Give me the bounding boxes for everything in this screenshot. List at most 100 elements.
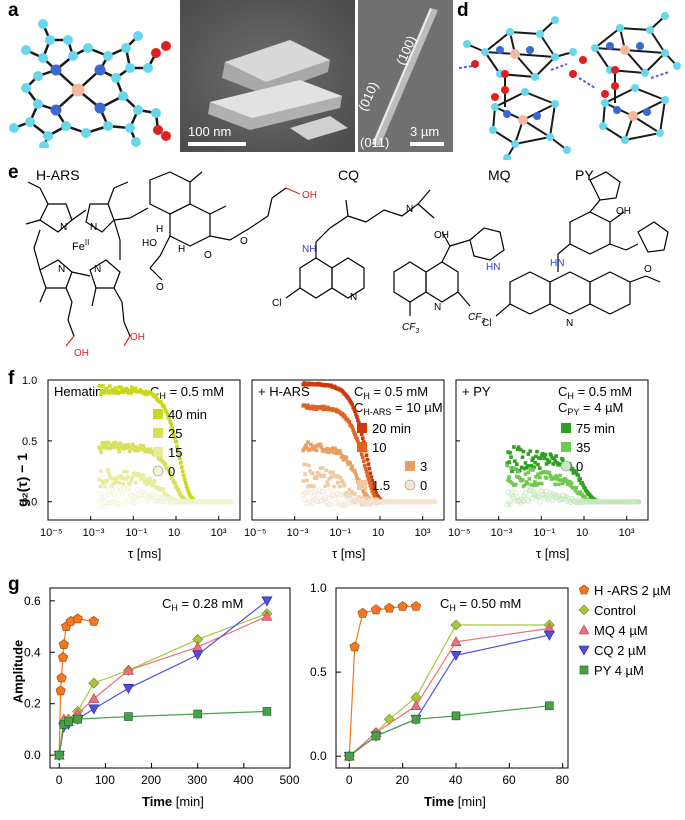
- data-point: [363, 466, 368, 471]
- data-point: [97, 477, 101, 482]
- data-point: [370, 604, 382, 615]
- data-point: [568, 483, 573, 488]
- data-point: [137, 389, 142, 394]
- legend-marker: [152, 465, 164, 477]
- data-point: [572, 485, 577, 490]
- series-0: [344, 601, 422, 761]
- data-point: [139, 477, 144, 481]
- facet-label-011: (011): [360, 135, 389, 150]
- data-point: [359, 452, 364, 457]
- data-point: [117, 385, 122, 389]
- data-point: [118, 390, 123, 394]
- data-point: [64, 717, 73, 727]
- data-point: [324, 449, 329, 454]
- atom-n-3: N: [58, 264, 65, 275]
- data-point: [138, 388, 143, 392]
- ytick-label: 1.0: [310, 581, 327, 595]
- data-point: [636, 499, 642, 505]
- data-point: [98, 503, 104, 510]
- data-point: [181, 473, 186, 478]
- data-point: [359, 432, 364, 436]
- data-point: [512, 445, 516, 449]
- data-point: [534, 474, 538, 479]
- data-point: [356, 418, 360, 422]
- xlabel: Time [min]: [424, 794, 486, 809]
- data-point: [161, 487, 166, 491]
- data-point: [527, 477, 532, 481]
- sem-b-scalebar-label: 100 nm: [188, 124, 231, 139]
- data-point: [119, 491, 125, 497]
- data-point: [510, 469, 514, 474]
- data-point: [102, 445, 106, 450]
- data-point: [311, 444, 315, 449]
- data-point: [580, 481, 584, 485]
- data-point: [554, 492, 560, 499]
- data-point: [367, 466, 372, 471]
- data-point: [528, 466, 533, 471]
- data-point: [109, 483, 114, 488]
- sem-image-crystals: 100 nm: [180, 0, 355, 152]
- data-point: [143, 389, 148, 394]
- data-point: [318, 442, 323, 447]
- data-point: [101, 443, 105, 448]
- data-point: [334, 448, 338, 452]
- data-point: [510, 481, 514, 485]
- data-point: [144, 482, 149, 487]
- data-point: [149, 479, 153, 484]
- data-point: [552, 476, 557, 481]
- data-point: [374, 491, 378, 495]
- data-point: [380, 499, 386, 505]
- data-point: [337, 449, 342, 453]
- data-point: [112, 476, 117, 481]
- legend-label: 0: [420, 478, 427, 493]
- data-point: [370, 489, 375, 493]
- panel-label-e: e: [8, 162, 19, 183]
- xtick-label: 10³: [415, 527, 431, 539]
- data-point: [122, 683, 134, 694]
- data-point: [304, 462, 308, 467]
- data-point: [363, 491, 368, 496]
- data-point: [142, 492, 148, 498]
- data-point: [328, 470, 332, 474]
- data-point: [351, 428, 355, 432]
- data-point: [308, 489, 314, 495]
- data-point: [115, 442, 120, 447]
- data-point: [116, 475, 121, 480]
- data-point: [56, 672, 67, 683]
- data-point: [105, 446, 109, 450]
- data-point: [132, 472, 137, 477]
- data-point: [539, 456, 543, 461]
- data-point: [102, 493, 108, 499]
- atom-n-cq: N: [406, 204, 413, 215]
- data-point: [100, 441, 104, 445]
- data-point: [135, 448, 140, 453]
- atom-o-2: O: [240, 236, 248, 247]
- legend-label: Control: [594, 603, 636, 618]
- correlation-curves-2: [504, 445, 642, 507]
- data-point: [130, 477, 134, 482]
- data-point: [153, 479, 157, 483]
- legend-marker: [560, 460, 572, 472]
- data-point: [511, 466, 515, 470]
- legend-label: CQ 2 µM: [594, 643, 646, 658]
- atom-cf3-mq-2: CF3: [468, 312, 485, 325]
- data-point: [117, 449, 122, 454]
- data-point: [318, 497, 325, 504]
- data-point: [371, 482, 376, 487]
- data-point: [355, 497, 359, 501]
- porphyrin-molecule-diagram: [9, 19, 171, 148]
- data-point: [523, 461, 528, 465]
- data-point: [509, 466, 513, 470]
- data-point: [165, 412, 170, 417]
- atom-nh-cq: NH: [302, 244, 316, 255]
- data-point: [171, 499, 177, 505]
- data-point: [303, 472, 307, 477]
- data-point: [164, 410, 169, 414]
- series-4: [54, 707, 272, 760]
- series-3: [53, 596, 273, 761]
- data-point: [123, 443, 127, 448]
- data-point: [187, 492, 192, 496]
- panel-label-g: g: [8, 574, 20, 595]
- data-point: [515, 462, 519, 467]
- data-point: [327, 501, 333, 507]
